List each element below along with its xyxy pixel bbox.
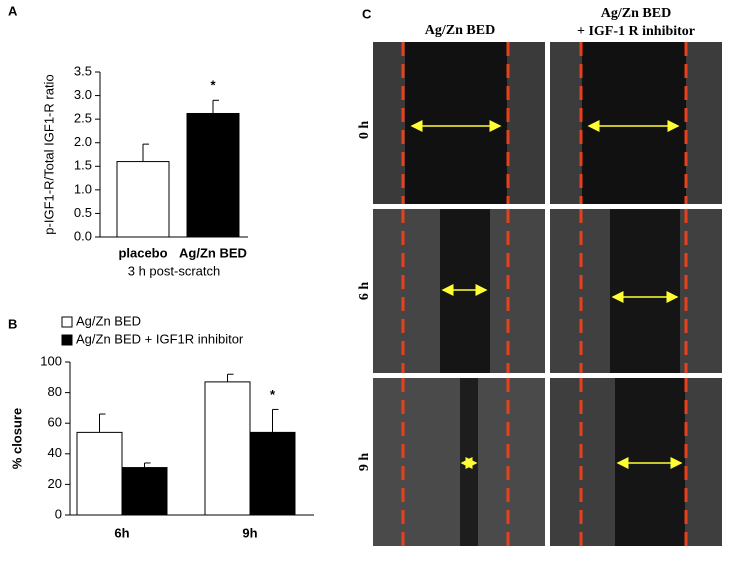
legend-swatch xyxy=(61,334,73,346)
x-tick-label: Ag/Zn BED xyxy=(179,245,247,260)
x-tick-label: 9h xyxy=(242,525,257,540)
panel-label: A xyxy=(8,3,18,18)
y-tick-label: 20 xyxy=(48,476,62,491)
legend-label: Ag/Zn BED + IGF1R inhibitor xyxy=(76,331,244,346)
x-tick-label: placebo xyxy=(118,245,167,260)
row-label: 0 h xyxy=(357,121,372,140)
annotation: * xyxy=(210,78,216,93)
bar xyxy=(76,431,123,516)
image xyxy=(373,378,545,546)
scratch xyxy=(610,209,680,373)
scratch xyxy=(405,42,507,204)
y-tick-label: 0 xyxy=(55,506,62,521)
y-tick-label: 60 xyxy=(48,415,62,430)
y-tick-label: 1.0 xyxy=(74,181,92,196)
column-title: + IGF-1 R inhibitor xyxy=(577,24,695,39)
bar xyxy=(121,467,168,516)
x-axis-label: 3 h post-scratch xyxy=(128,263,221,278)
y-axis-label: p-IGF1-R/Total IGF1-R ratio xyxy=(41,74,56,234)
x-tick-label: 6h xyxy=(114,525,129,540)
panel-c-images xyxy=(373,42,722,546)
y-tick-label: 40 xyxy=(48,445,62,460)
y-tick-label: 2.0 xyxy=(74,134,92,149)
y-axis-label: % closure xyxy=(9,408,24,469)
y-tick-label: 3.0 xyxy=(74,87,92,102)
scratch xyxy=(615,378,685,546)
row-label: 9 h xyxy=(357,453,372,472)
bar xyxy=(116,161,170,238)
y-tick-label: 0.5 xyxy=(74,205,92,220)
column-title: Ag/Zn BED xyxy=(601,6,671,21)
y-tick-label: 80 xyxy=(48,384,62,399)
annotation: * xyxy=(270,387,276,402)
y-tick-label: 3.5 xyxy=(74,63,92,78)
row-label: 6 h xyxy=(357,282,372,301)
scratch xyxy=(440,209,490,373)
y-tick-label: 100 xyxy=(40,353,62,368)
y-tick-label: 0.0 xyxy=(74,228,92,243)
column-title: Ag/Zn BED xyxy=(425,23,495,38)
scratch xyxy=(460,378,478,546)
bar xyxy=(249,431,296,516)
y-tick-label: 2.5 xyxy=(74,111,92,126)
panel-label: C xyxy=(362,6,372,21)
bar xyxy=(186,112,240,238)
legend-label: Ag/Zn BED xyxy=(76,313,141,328)
scratch xyxy=(582,42,686,204)
bar xyxy=(204,381,251,516)
panel-label: B xyxy=(8,316,17,331)
legend-swatch xyxy=(61,316,73,328)
y-tick-label: 1.5 xyxy=(74,158,92,173)
